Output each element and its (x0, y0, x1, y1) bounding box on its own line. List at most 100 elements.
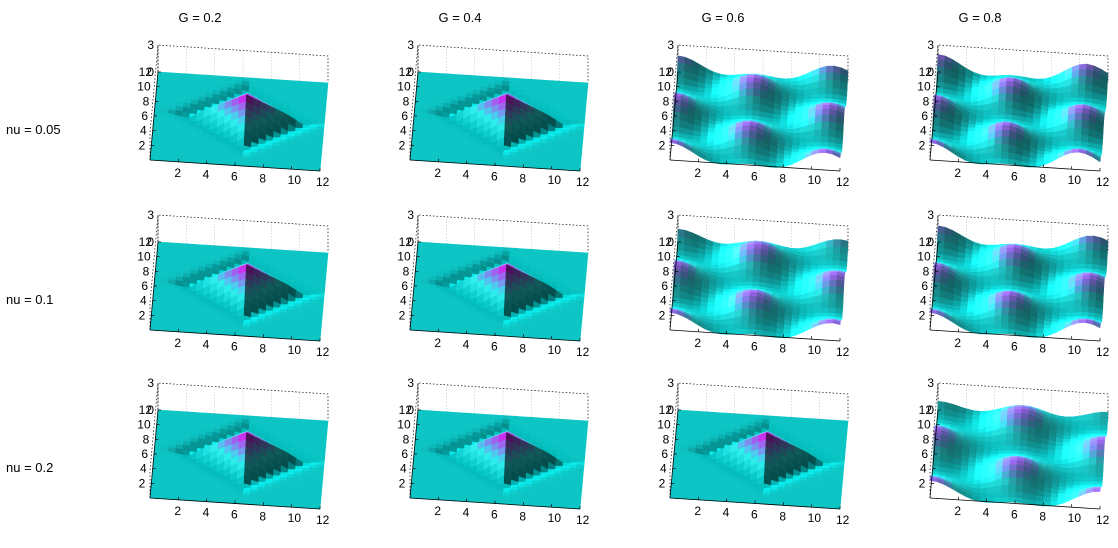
surface-facet (742, 131, 749, 138)
surface-facet (811, 95, 818, 100)
column-title-3: G = 0.6 (658, 10, 788, 25)
surface-facet (700, 140, 707, 144)
surface-facet (544, 269, 551, 273)
surface-facet (748, 153, 756, 160)
y-tick-label: 8 (143, 94, 150, 108)
surface-facet (834, 240, 841, 247)
surface-facet (1006, 93, 1013, 101)
surface-facet (828, 313, 836, 317)
y-tick-label: 8 (403, 94, 410, 108)
surface-facet (799, 147, 806, 150)
y-tick-label: 10 (917, 80, 931, 94)
surface-facet (814, 302, 822, 309)
surface-facet (836, 294, 843, 303)
surface-facet (544, 99, 551, 103)
surface-facet (1079, 69, 1086, 76)
surface-mesh (930, 55, 1108, 168)
surface-facet (781, 281, 788, 286)
surface-facet (1086, 76, 1093, 85)
surface-facet (510, 248, 517, 252)
surface-facet (1067, 128, 1075, 136)
surface-facet (720, 325, 727, 330)
surface-facet (290, 103, 298, 107)
surface-facet (741, 153, 748, 159)
y-tick-label: 4 (920, 294, 927, 308)
surface-facet (708, 294, 715, 298)
surface-facet (738, 110, 745, 116)
surface-facet (745, 282, 752, 286)
surface-facet (517, 82, 524, 86)
surface-facet (1060, 308, 1067, 313)
x-tick-label: 10 (1068, 343, 1082, 357)
surface-facet (1079, 320, 1086, 323)
surface-facet (734, 159, 741, 164)
surface-facet (550, 103, 558, 107)
surface-facet (711, 98, 719, 102)
surface-facet (310, 297, 317, 300)
surface-facet (826, 80, 833, 88)
surface-facet (753, 96, 760, 105)
surface-facet (734, 145, 741, 153)
x-tick-label: 10 (288, 173, 302, 187)
surface-facet (804, 99, 811, 102)
x-tick-label: 4 (723, 338, 730, 352)
surface-facet (734, 316, 741, 324)
surface-facet (290, 112, 297, 117)
x-tick-label: 8 (1039, 171, 1046, 185)
surface-facet (724, 112, 731, 117)
surface-facet (998, 280, 1005, 286)
surface-facet (749, 302, 757, 310)
surface-facet (788, 277, 796, 282)
surface-facet (1086, 250, 1093, 257)
surface-facet (821, 301, 828, 308)
surface-facet (1082, 292, 1089, 300)
x-tick-label: 2 (954, 166, 961, 180)
surface-facet (304, 107, 311, 111)
surface-facet (822, 109, 829, 115)
surface-facet (1082, 285, 1089, 292)
surface-facet (1079, 64, 1087, 70)
surface-facet (701, 302, 708, 306)
x-tick-label: 8 (259, 341, 266, 355)
y-tick-label: 8 (923, 94, 930, 108)
surface-facet (781, 286, 788, 290)
x-tick-label: 4 (203, 168, 210, 182)
x-tick-label: 4 (463, 338, 470, 352)
surface-facet (577, 294, 584, 297)
surface-mesh (150, 410, 328, 509)
z-tick-label: 0 (667, 65, 674, 79)
surface-facet (1067, 313, 1074, 317)
surface-facet (826, 73, 833, 81)
surface-facet (830, 275, 838, 280)
x-tick-label: 6 (751, 340, 758, 354)
surface-facet (537, 265, 544, 269)
y-tick-label: 2 (399, 138, 406, 152)
surface-facet (1078, 98, 1085, 103)
surface-facet (311, 111, 319, 115)
surface-facet (1074, 142, 1081, 147)
y-tick-label: 4 (920, 124, 927, 138)
surface-facet (984, 282, 991, 287)
surface-facet (812, 256, 819, 262)
x-tick-label: 2 (954, 336, 961, 350)
surface-facet (936, 82, 944, 89)
surface-facet (1067, 142, 1074, 147)
surface-facet (269, 99, 277, 105)
x-tick-label: 12 (316, 175, 330, 189)
surface-facet (746, 96, 753, 104)
surface-facet (291, 99, 298, 103)
surface-facet (1002, 144, 1009, 152)
surface-facet (718, 101, 725, 106)
surface-facet (801, 299, 808, 305)
surface-facet (1041, 281, 1048, 286)
surface-facet (1074, 300, 1082, 308)
surface-facet (557, 107, 564, 112)
y-tick-label: 6 (661, 279, 668, 293)
surface-facet (1079, 76, 1086, 84)
surface-facet (1082, 120, 1089, 129)
surface-facet (311, 281, 319, 285)
